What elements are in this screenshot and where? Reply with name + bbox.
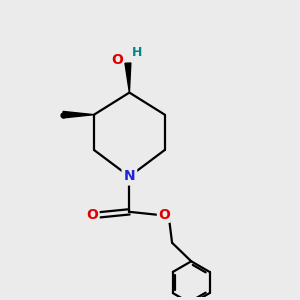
Polygon shape xyxy=(63,111,94,118)
Text: H: H xyxy=(132,46,142,59)
Text: O: O xyxy=(112,53,124,67)
Text: N: N xyxy=(124,169,135,184)
Text: O: O xyxy=(158,208,170,222)
Polygon shape xyxy=(125,63,131,93)
Text: O: O xyxy=(87,208,98,222)
